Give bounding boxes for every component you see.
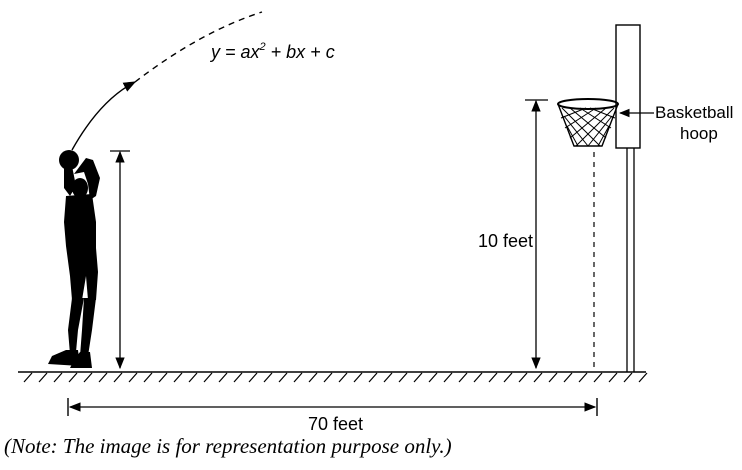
player-head (72, 178, 88, 198)
hoop-label-line1: Basketball (655, 103, 733, 122)
ground-hatch (443, 372, 453, 383)
ground-hatch (518, 372, 528, 383)
ground-hatch (203, 372, 213, 383)
ground-hatch (83, 372, 93, 383)
ground-hatch (143, 372, 153, 383)
ground-hatch (638, 372, 648, 383)
net-mesh (560, 107, 616, 147)
basketball-hoop (557, 98, 619, 147)
ground-hatch (593, 372, 603, 383)
ground-hatch (308, 372, 318, 383)
backboard (615, 24, 641, 149)
ground-hatch (98, 372, 108, 383)
ground-hatch (323, 372, 333, 383)
player-arm-left (64, 166, 76, 196)
ground-hatch (488, 372, 498, 383)
ground-hatch (533, 372, 543, 383)
ground-hatch (458, 372, 468, 383)
ground-hatch (278, 372, 288, 383)
ground-hatch (413, 372, 423, 383)
ground-hatch (338, 372, 348, 383)
ground-hatch (578, 372, 588, 383)
ground-hatch (383, 372, 393, 383)
ground-hatch (398, 372, 408, 383)
basketball (59, 150, 79, 170)
ground-hatch (428, 372, 438, 383)
hoop-rim (557, 98, 619, 110)
ground-hatch (368, 372, 378, 383)
hoop-height-indicator (525, 99, 548, 370)
ground-hatch (23, 372, 33, 383)
player-arms (74, 158, 100, 200)
ground-hatch (503, 372, 513, 383)
note-text: (Note: The image is for representation p… (4, 434, 452, 458)
player-silhouette (48, 150, 100, 368)
ground-hatch (473, 372, 483, 383)
ground-hatch (248, 372, 258, 383)
distance-label: 70 feet (308, 414, 363, 434)
hoop-callout: Basketball hoop (618, 103, 733, 143)
backboard-assembly (615, 24, 641, 372)
ground-hatch (233, 372, 243, 383)
ground-hatch (53, 372, 63, 383)
ground-hatch (548, 372, 558, 383)
ground-hatch (173, 372, 183, 383)
distance-indicator (67, 398, 598, 416)
ground-hatch (128, 372, 138, 383)
trajectory-equation: y = ax2 + bx + c (209, 41, 335, 62)
ground-hatch (353, 372, 363, 383)
player-feet (48, 350, 92, 368)
ground-hatch (608, 372, 618, 383)
net-outline (557, 103, 619, 147)
ground-hatch (623, 372, 633, 383)
ground-hatch (158, 372, 168, 383)
trajectory-dashed-arc (134, 11, 263, 83)
ground (18, 371, 648, 383)
player-legs (68, 298, 96, 356)
hoop-height-label: 10 feet (478, 231, 533, 251)
ground-hatch (263, 372, 273, 383)
ground-hatch (563, 372, 573, 383)
ground-hatch (113, 372, 123, 383)
ball-trajectory (71, 11, 263, 151)
trajectory-solid-arc (71, 81, 137, 151)
release-height-indicator (110, 150, 130, 370)
ground-hatch (218, 372, 228, 383)
ground-hatch (38, 372, 48, 383)
ground-hatch (188, 372, 198, 383)
ground-hatch (68, 372, 78, 383)
hoop-label-line2: hoop (680, 124, 718, 143)
ground-hatch (293, 372, 303, 383)
player-body (64, 194, 98, 300)
